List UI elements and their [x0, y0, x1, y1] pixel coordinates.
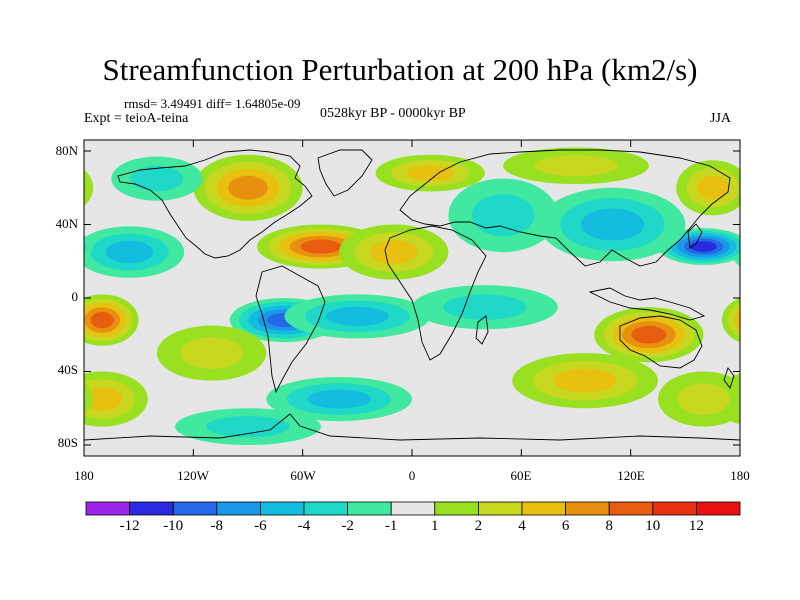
colorbar-box-7 — [390, 501, 436, 516]
colorbar-label: 6 — [561, 518, 570, 534]
colorbar-box-6 — [347, 501, 392, 516]
colorbar-label: -8 — [210, 518, 224, 534]
coastline-greenland — [317, 149, 373, 197]
lat-label-80s: 80S — [57, 435, 78, 450]
coastline-madagascar — [475, 315, 489, 345]
colorbar-label: 10 — [645, 518, 661, 534]
field-blob-18-level-2 — [307, 389, 371, 409]
colorbar-box-1 — [129, 501, 174, 516]
coastline-japan — [687, 223, 703, 249]
colorbar-box-3 — [216, 501, 261, 516]
colorbar-box-5 — [303, 501, 348, 516]
field-blob-3-level-1 — [130, 165, 184, 192]
colorbar-label: -4 — [297, 518, 311, 534]
lat-label-40n: 40N — [55, 216, 78, 231]
coastline-eurasia — [399, 149, 731, 267]
field-blob-15-level-2 — [734, 308, 740, 332]
colorbar-label: 1 — [431, 518, 439, 534]
field-blob-21-level-2 — [696, 175, 729, 200]
colorbar-label: -2 — [341, 518, 354, 534]
coastline-indonesia — [588, 287, 706, 321]
field-blob-20-level-1 — [677, 383, 730, 415]
colorbar-box-10 — [521, 501, 566, 516]
field-blob-21-level-0 — [84, 169, 94, 206]
coastline-north-america — [117, 149, 313, 259]
lat-label-40s: 40S — [57, 362, 78, 377]
field-blob-16-level-2 — [738, 394, 740, 404]
colorbar-label: 8 — [605, 518, 613, 534]
coastline-south-america — [255, 265, 326, 394]
colorbar-label: -6 — [254, 518, 267, 534]
colorbar-label: -12 — [119, 518, 140, 534]
period-label: 0528kyr BP - 0000kyr BP — [320, 106, 466, 121]
lon-label-180e: 180 — [730, 468, 750, 483]
field-blob-15-level-1 — [727, 303, 740, 338]
field-blob-9-level-2 — [370, 240, 418, 265]
lon-label-120w: 120W — [177, 468, 209, 483]
field-blob-19-level-1 — [206, 416, 290, 438]
field-blob-13-level-4 — [631, 325, 667, 344]
experiment-label: Expt = teioA-teina — [84, 111, 189, 126]
colorbar-box-9 — [477, 501, 523, 516]
lon-label-0: 0 — [408, 468, 416, 483]
colorbar-box-4 — [259, 501, 305, 516]
field-blob-15-level-4 — [90, 311, 114, 329]
colorbar-box-0 — [85, 501, 130, 516]
field-blob-16-level-2 — [84, 387, 122, 411]
field-blob-17-level-1 — [180, 337, 243, 369]
colorbar-box-14 — [696, 501, 741, 516]
colorbar-box-12 — [608, 501, 654, 516]
field-blob-4-level-1 — [84, 240, 87, 253]
field-blob-2-level-0 — [730, 237, 740, 267]
colorbar-box-11 — [565, 501, 610, 516]
axis-ticks — [83, 140, 741, 456]
colorbar-box-13 — [652, 501, 697, 516]
lon-label-60w: 60W — [290, 468, 316, 483]
colorbar-label: 4 — [518, 518, 526, 534]
field-blob-20-level-0 — [84, 382, 94, 416]
colorbar-label: -10 — [163, 518, 184, 534]
coastline-antarctica — [84, 413, 740, 441]
field-blob-4-level-5 — [690, 241, 717, 252]
field-blob-5-level-2 — [580, 208, 645, 241]
colorbar — [85, 501, 741, 516]
field-blob-11-level-2 — [325, 306, 389, 326]
lon-label-60e: 60E — [510, 468, 532, 483]
field-blob-8-level-2 — [406, 165, 454, 182]
colorbar-label: -1 — [384, 518, 398, 534]
field-blob-4-level-0 — [84, 235, 94, 258]
lon-label-120e: 120E — [617, 468, 645, 483]
coastline-australia — [619, 315, 703, 369]
colorbar-box-8 — [434, 501, 479, 516]
field-blob-7-level-1 — [534, 155, 618, 177]
lat-label-80n: 80N — [55, 143, 78, 158]
colorbar-label: 2 — [474, 518, 483, 534]
coastline-new-zealand — [723, 367, 735, 389]
field-blob-0-level-3 — [228, 175, 268, 200]
chart-title: Streamfunction Perturbation at 200 hPa (… — [102, 52, 698, 87]
field-blob-12-level-1 — [442, 294, 527, 320]
field-blob-2-level-2 — [105, 240, 154, 264]
field-layer — [84, 147, 740, 445]
season-label: JJA — [710, 111, 732, 126]
colorbar-label: 12 — [688, 518, 704, 534]
colorbar-box-2 — [172, 501, 218, 516]
lat-label-0: 0 — [71, 289, 79, 304]
stats-label: rmsd= 3.49491 diff= 1.64805e-09 — [124, 96, 301, 111]
coastlines — [84, 149, 740, 441]
field-blob-6-level-1 — [471, 194, 535, 237]
field-blob-14-level-2 — [553, 368, 617, 393]
lon-label-180w: 180 — [74, 468, 94, 483]
coastline-africa — [384, 225, 487, 361]
field-blob-1-level-4 — [300, 239, 342, 254]
